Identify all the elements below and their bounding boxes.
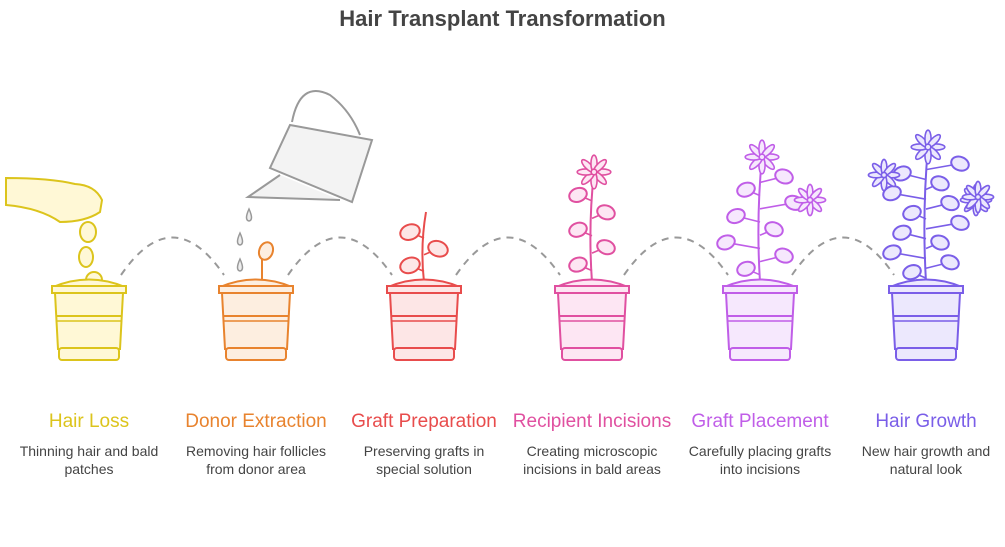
leaf-icon [568,221,588,238]
water-drop-icon [236,231,244,246]
leaf-icon [726,207,746,225]
leaf-icon [399,256,421,275]
flower-pot-icon [888,278,964,361]
step-title: Recipient Incisions [512,411,672,432]
leaf-icon [902,264,922,281]
step-description: Removing hair follicles from donor area [185,443,327,477]
step-description: Carefully placing grafts into incisions [688,443,832,477]
flower-pot-icon [386,278,462,361]
flower-pot-icon [51,278,127,361]
step-6: Hair Growth New hair growth and natural l… [846,410,1005,478]
leaf-icon [568,256,588,273]
dashed-connector [120,236,225,276]
leaf-icon [596,239,616,256]
flower-pot-icon [722,278,798,361]
leaf-icon [940,254,960,271]
leaf-icon [930,234,950,251]
hand-dropping-seeds-icon [5,176,127,361]
step-description: New hair growth and natural look [861,443,991,477]
leaf-icon [257,241,275,261]
leaf-icon [399,223,421,241]
leaf-icon [902,204,922,221]
step-description: Thinning hair and bald patches [19,443,159,477]
leaf-icon [930,175,950,192]
step-title: Graft Preparation [351,411,497,432]
leaf-icon [427,239,449,258]
water-drop-icon [236,257,244,272]
diagram-title: Hair Transplant Transformation [339,6,666,31]
full-plant-icon [867,129,995,361]
water-drop-icon [245,207,253,222]
leaf-icon [950,214,970,231]
leaf-icon [774,247,794,264]
step-title: Donor Extraction [185,411,327,432]
leaf-icon [882,185,902,202]
leaf-icon [950,155,970,172]
leaf-icon [892,224,912,241]
watering-can-icon [244,90,374,204]
flower-pot-icon [218,278,294,361]
dashed-connector [455,236,561,276]
leaf-icon [736,260,756,277]
leaf-icon [764,221,784,238]
growing-plant-icon [716,139,827,361]
leaf-icon [716,234,736,251]
leaf-icon [596,204,616,221]
watering-can-sprout-icon [218,90,374,361]
step-3: Graft Preparation Preserving grafts in sp… [344,410,504,478]
step-title: Hair Growth [875,411,977,432]
young-plant-icon [386,211,462,361]
dashed-connector [791,236,895,276]
leaf-icon [774,168,794,185]
leaf-icon [882,244,902,261]
step-2: Donor Extraction Removing hair follicles … [176,410,336,478]
step-title: Graft Placement [691,411,829,432]
illustration [5,90,995,361]
dashed-connector [287,236,393,276]
leaf-icon [736,181,756,198]
leaf-icon [940,195,960,212]
dashed-connector [623,236,729,276]
step-4: Recipient Incisions Creating microscopic … [512,410,672,478]
flowering-plant-icon [554,154,630,361]
step-1: Hair Loss Thinning hair and bald patches [9,410,169,478]
step-description: Creating microscopic incisions in bald a… [523,443,661,477]
step-description: Preserving grafts in special solution [363,443,485,477]
flower-pot-icon [554,278,630,361]
step-5: Graft Placement Carefully placing grafts … [680,410,840,478]
leaf-icon [568,186,588,203]
step-title: Hair Loss [48,411,130,432]
